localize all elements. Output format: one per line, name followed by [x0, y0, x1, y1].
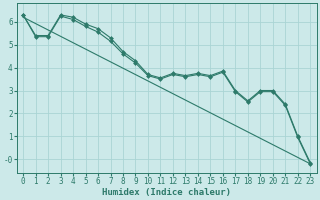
X-axis label: Humidex (Indice chaleur): Humidex (Indice chaleur)	[102, 188, 231, 197]
